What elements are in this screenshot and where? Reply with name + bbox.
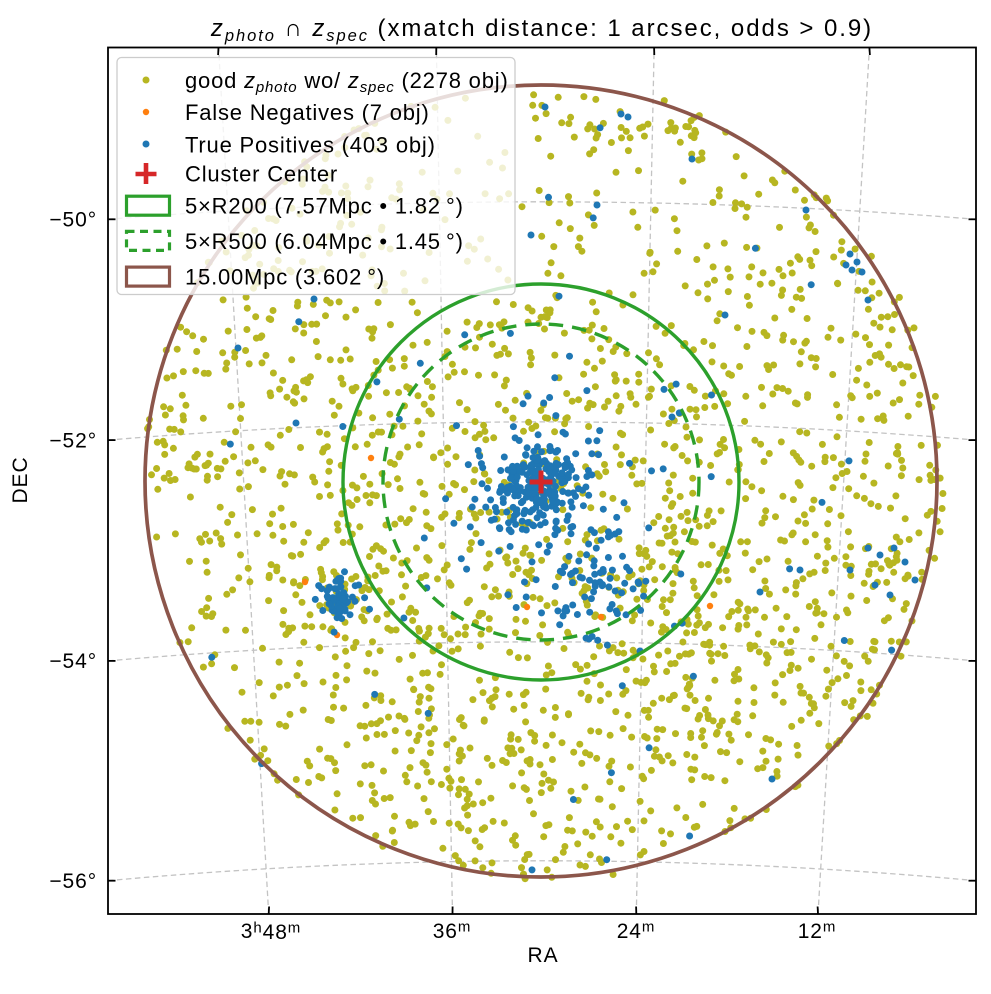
svg-text:True Positives (403 obj): True Positives (403 obj) xyxy=(185,132,436,157)
svg-text:RA: RA xyxy=(528,944,559,967)
svg-text:12m: 12m xyxy=(798,919,837,944)
svg-text:3h48m: 3h48m xyxy=(241,920,301,945)
svg-text:5×R200 (7.57Mpc • 1.82 °): 5×R200 (7.57Mpc • 1.82 °) xyxy=(185,194,464,219)
svg-text:−56°: −56° xyxy=(49,870,97,893)
svg-text:−52°: −52° xyxy=(49,429,97,452)
svg-text:good zphoto wo/ zspec (2278 ob: good zphoto wo/ zspec (2278 obj) xyxy=(185,68,509,96)
svg-text:−54°: −54° xyxy=(49,650,97,673)
svg-text:zphoto ∩ zspec (xmatch distanc: zphoto ∩ zspec (xmatch distance: 1 arcse… xyxy=(210,15,873,45)
svg-text:15.00Mpc (3.602 °): 15.00Mpc (3.602 °) xyxy=(185,265,385,290)
svg-text:Cluster Center: Cluster Center xyxy=(185,162,338,187)
svg-text:−50°: −50° xyxy=(49,209,97,232)
svg-text:False Negatives (7 obj): False Negatives (7 obj) xyxy=(185,100,430,125)
svg-text:5×R500 (6.04Mpc • 1.45 °): 5×R500 (6.04Mpc • 1.45 °) xyxy=(185,229,464,254)
svg-text:DEC: DEC xyxy=(9,456,32,503)
